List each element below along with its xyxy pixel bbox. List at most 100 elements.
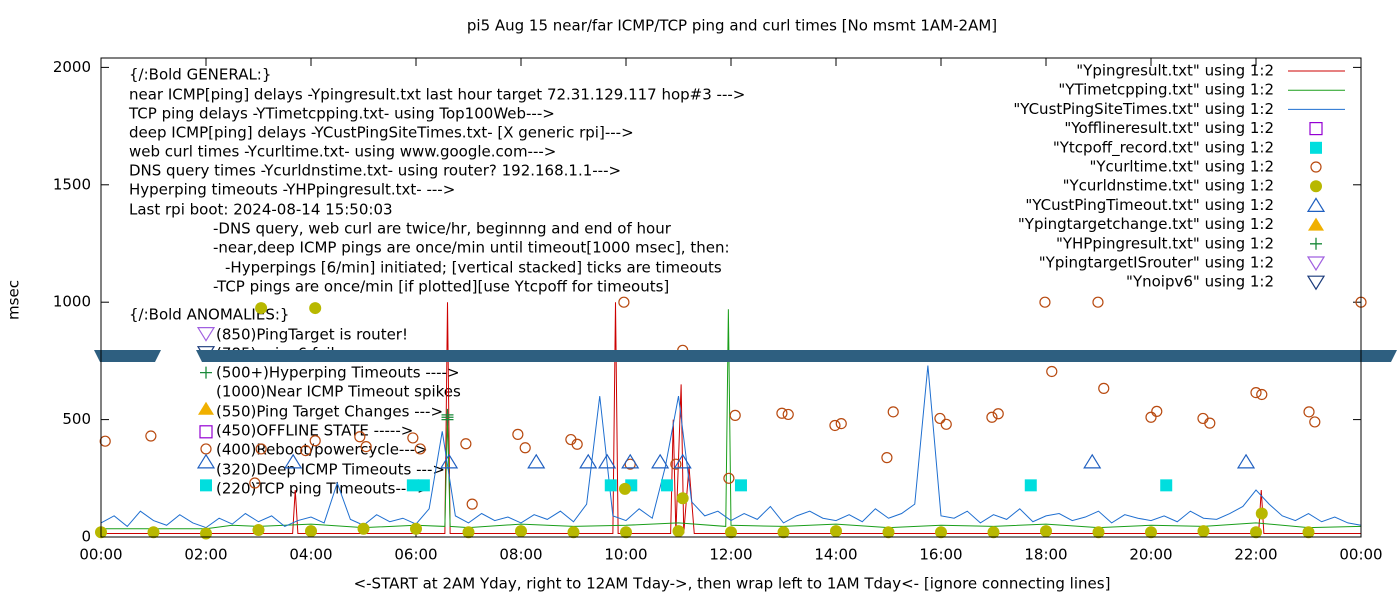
point: [618, 482, 631, 495]
point: [1145, 411, 1157, 423]
annotation: (320)Deep ICMP Timeouts --->: [216, 461, 445, 479]
annotation: Hyperping timeouts -YHPpingresult.txt- -…: [129, 181, 455, 199]
point: [196, 327, 216, 342]
annotation: (550)Ping Target Changes --->: [216, 403, 443, 421]
chart-title: pi5 Aug 15 near/far ICMP/TCP ping and cu…: [467, 17, 997, 35]
x-tick-label: 06:00: [394, 546, 437, 564]
legend-swatch: [1310, 141, 1322, 154]
point: [618, 296, 630, 308]
legend-label: "Ypingtargetchange.txt" using 1:2: [1018, 215, 1274, 233]
point: [414, 443, 426, 455]
point: [986, 411, 998, 423]
x-tick-label: 04:00: [289, 546, 332, 564]
y-tick-label: 1000: [53, 293, 91, 311]
point: [624, 458, 636, 470]
point: [360, 441, 372, 453]
y-axis-label: msec: [5, 280, 23, 320]
point: [672, 525, 685, 538]
point: [519, 442, 531, 454]
annotation: -Hyperpings [6/min] initiated; [vertical…: [225, 259, 722, 277]
x-tick-label: 14:00: [814, 546, 857, 564]
annotation: (500+)Hyperping Timeouts ---->: [216, 364, 460, 382]
point: [1024, 479, 1037, 492]
point: [145, 430, 157, 442]
point: [1250, 386, 1262, 399]
point: [940, 418, 952, 430]
point: [1160, 479, 1173, 492]
point: [670, 458, 682, 470]
legend-swatch: [1308, 217, 1324, 231]
x-tick-label: 12:00: [709, 546, 752, 564]
legend-label: "YTimetcpping.txt" using 1:2: [1058, 81, 1274, 99]
legend-label: "YpingtargetISrouter" using 1:2: [1039, 254, 1274, 272]
point: [723, 472, 735, 484]
point: [357, 522, 370, 535]
annotation: {/:Bold ANOMALIES:}: [129, 306, 289, 324]
point: [567, 526, 580, 539]
point: [673, 453, 692, 469]
point: [598, 453, 617, 469]
annotation: near ICMP[ping] delays -Ypingresult.txt …: [129, 86, 745, 104]
annotation: TCP ping delays -YTimetcpping.txt- using…: [128, 105, 555, 123]
point: [196, 453, 216, 469]
x-tick-label: 10:00: [604, 546, 647, 564]
point: [198, 401, 214, 415]
point: [99, 435, 111, 447]
x-tick-label: 00:00: [79, 546, 122, 564]
point: [417, 479, 430, 492]
annotation: -near,deep ICMP pings are once/min until…: [213, 239, 730, 257]
point: [782, 408, 794, 421]
point: [660, 479, 673, 492]
point: [284, 453, 303, 469]
plot-area: 0 500 1000 1500 2000 00:00 02:00 04:00 06:00 08:0…: [53, 58, 1383, 564]
point: [621, 453, 640, 469]
point: [1204, 417, 1216, 429]
point: [987, 526, 1000, 539]
point: [1092, 526, 1105, 539]
point: [1083, 453, 1102, 469]
point: [255, 302, 268, 315]
x-tick-label: 02:00: [184, 546, 227, 564]
x-tick-label: 00:00: [1339, 546, 1382, 564]
y-tick-label: 1500: [53, 175, 91, 193]
point: [881, 452, 893, 464]
point: [527, 453, 546, 469]
legend-label: "YCustPingSiteTimes.txt" using 1:2: [1013, 100, 1274, 118]
point: [734, 479, 747, 492]
line-series: [100, 365, 1362, 529]
point: [466, 498, 478, 510]
point: [462, 526, 475, 539]
y-tick-label: 2000: [53, 58, 91, 76]
point: [935, 526, 947, 539]
legend: "Ypingresult.txt" using 1:2"YTimetcpping…: [1013, 62, 1345, 291]
point: [934, 412, 946, 425]
annotation: -DNS query, web curl are twice/hr, begin…: [213, 220, 672, 238]
annotation: (450)OFFLINE STATE ----->: [216, 422, 413, 440]
x-tick-label: 20:00: [1129, 546, 1172, 564]
point: [255, 443, 267, 455]
legend-swatch: [1309, 121, 1323, 136]
legend-label: "Ypingresult.txt" using 1:2: [1076, 62, 1274, 80]
point: [887, 406, 899, 418]
annotation: (400)Reboot/powercycle--->: [216, 441, 428, 459]
point: [725, 526, 737, 539]
point: [252, 523, 265, 536]
legend-swatch: [1310, 161, 1322, 173]
legend-label: "Ycurldnstime.txt" using 1:2: [1063, 177, 1274, 195]
point: [515, 525, 527, 538]
annotation: (1000)Near ICMP Timeout spikes: [216, 383, 461, 401]
annotation: web curl times -Ycurltime.txt- using www…: [129, 143, 556, 161]
x-tick-label: 08:00: [499, 546, 542, 564]
point: [1256, 388, 1268, 401]
legend-label: "Ynoipv6" using 1:2: [1126, 273, 1274, 291]
point: [1197, 525, 1210, 538]
legend-swatch: [1310, 237, 1322, 250]
legend-swatch: [1306, 256, 1326, 272]
point: [882, 526, 895, 539]
annotation: {/:Bold GENERAL:}: [129, 66, 271, 84]
point: [309, 302, 322, 315]
point: [1040, 525, 1052, 538]
point: [777, 526, 790, 539]
plot-frame: [100, 57, 1362, 538]
